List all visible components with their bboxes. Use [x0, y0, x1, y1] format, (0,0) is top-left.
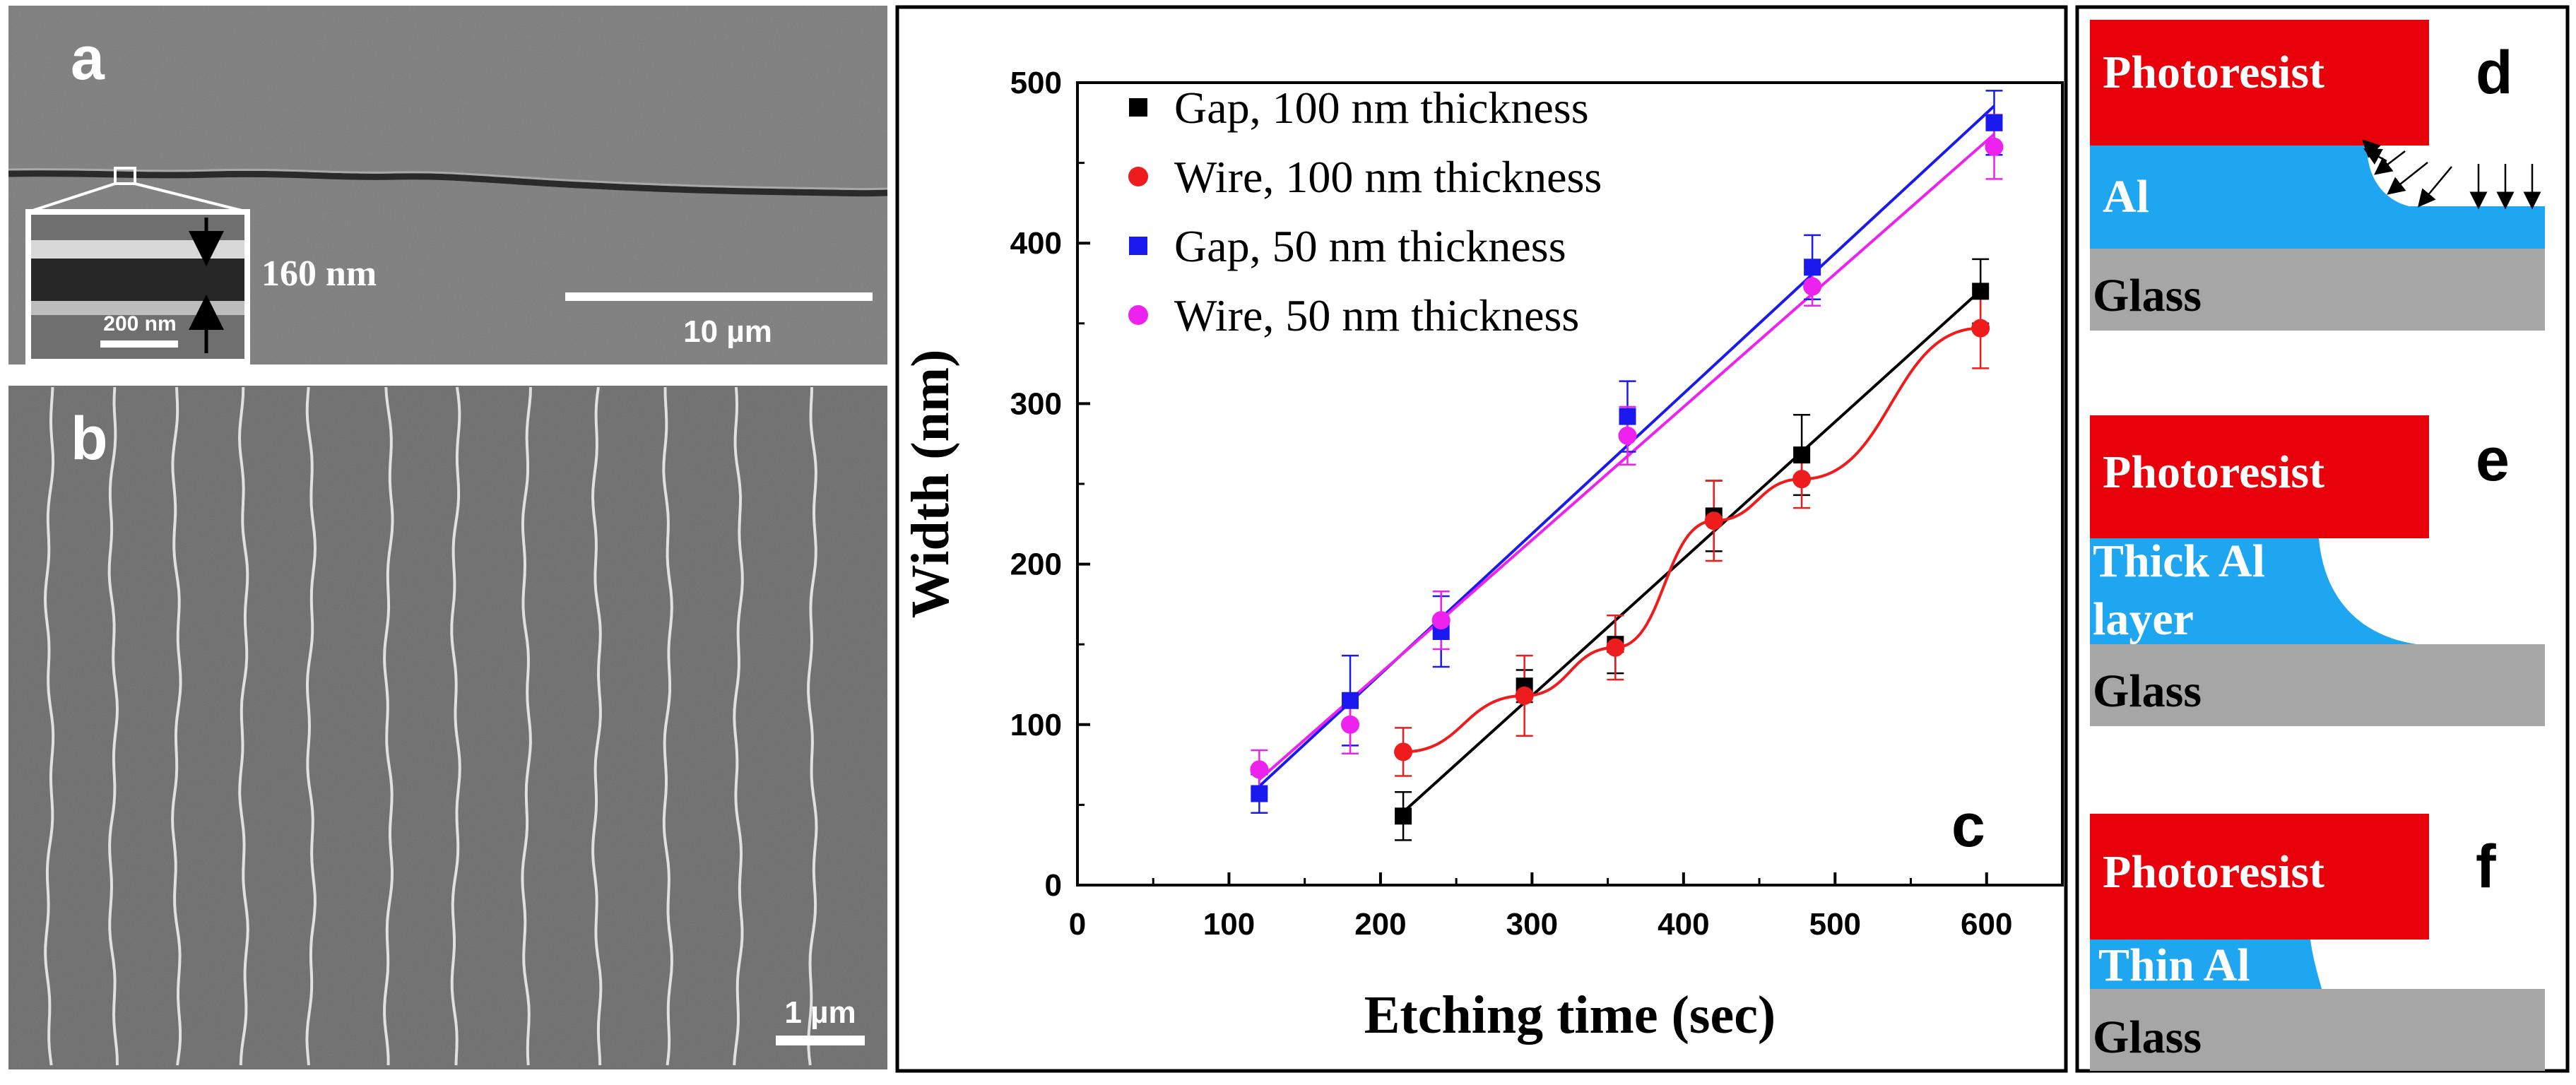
- width-vs-etching-chart: 0 100 200 300 400 500 600 0 100 200 300 400 500 Gap,…: [901, 66, 2062, 1045]
- data-point-square: [1619, 408, 1636, 425]
- x-tick-label: 500: [1809, 907, 1861, 942]
- y-tick-label: 400: [1010, 226, 1062, 261]
- fit-line: [1403, 290, 1980, 812]
- y-axis-label: Width (nm): [901, 350, 960, 619]
- x-tick-label: 200: [1354, 907, 1406, 942]
- legend-entry: Wire, 100 nm thickness: [1174, 152, 1602, 202]
- gap-width-label: 160 nm: [261, 254, 377, 294]
- aluminum-label-f: Thin Al: [2098, 939, 2250, 991]
- data-point-circle: [1516, 687, 1534, 705]
- data-point-circle: [1606, 639, 1624, 657]
- panel-e: Photoresist Thick Al layer Glass e: [2090, 415, 2545, 726]
- glass-label-d: Glass: [2093, 270, 2202, 321]
- y-tick-label: 0: [1045, 868, 1062, 903]
- x-axis-label: Etching time (sec): [1364, 985, 1776, 1045]
- legend-marker: [1128, 167, 1148, 186]
- photoresist-label-f: Photoresist: [2103, 846, 2324, 898]
- legend-entry: Gap, 50 nm thickness: [1174, 221, 1566, 271]
- x-tick-label: 0: [1069, 907, 1086, 942]
- inset-scale-bar: [100, 340, 178, 348]
- data-point-circle: [1985, 138, 2003, 156]
- glass-label-f: Glass: [2093, 1012, 2202, 1063]
- legend-marker: [1129, 98, 1147, 117]
- legend-marker: [1128, 305, 1148, 325]
- panel-label-f: f: [2476, 833, 2496, 901]
- y-tick-label: 500: [1010, 66, 1062, 100]
- panel-label-d: d: [2476, 39, 2513, 107]
- legend: Gap, 100 nm thickness Wire, 100 nm thickn…: [1128, 83, 1602, 340]
- scale-bar-a: [565, 292, 873, 301]
- fit-curve: [1403, 328, 1980, 752]
- data-point-circle: [1341, 716, 1359, 734]
- scale-bar-b: [776, 1036, 865, 1045]
- data-point-square: [1793, 446, 1810, 463]
- x-tick-label: 100: [1203, 907, 1255, 942]
- x-tick-label: 400: [1658, 907, 1709, 942]
- legend-entry: Gap, 100 nm thickness: [1174, 83, 1589, 133]
- aluminum-label-e-line2: layer: [2093, 593, 2194, 645]
- panel-b: b 1 µm: [8, 386, 887, 1069]
- photoresist-label-d: Photoresist: [2103, 47, 2324, 98]
- x-tick-label: 300: [1506, 907, 1558, 942]
- data-point-circle: [1705, 511, 1723, 530]
- data-point-square: [1342, 692, 1359, 709]
- panel-f: Photoresist Thin Al Glass f: [2090, 814, 2545, 1071]
- etch-arrows: [2368, 146, 2532, 201]
- photoresist-label-e: Photoresist: [2103, 446, 2324, 498]
- legend-marker: [1129, 237, 1147, 255]
- data-point-square: [1395, 807, 1412, 824]
- data-point-circle: [1432, 611, 1451, 629]
- data-point-square: [1985, 114, 2002, 131]
- panel-label-a: a: [71, 25, 105, 93]
- panel-c: 0 100 200 300 400 500 600 0 100 200 300 400 500 Gap,…: [897, 7, 2066, 1071]
- data-point-square: [1804, 259, 1821, 275]
- data-point-circle: [1250, 760, 1268, 778]
- data-point-circle: [1618, 427, 1636, 445]
- data-point-circle: [1803, 278, 1821, 296]
- data-point-square: [1251, 785, 1268, 802]
- y-tick-label: 300: [1010, 386, 1062, 421]
- data-point-circle: [1971, 319, 1990, 338]
- legend-entry: Wire, 50 nm thickness: [1174, 290, 1579, 340]
- aluminum-label-e-line1: Thick Al: [2093, 535, 2265, 587]
- scale-label-a: 10 µm: [683, 314, 772, 349]
- panel-a: a 200 nm 160 nm 10 µm: [8, 6, 887, 364]
- panel-label-c: c: [1951, 792, 1985, 860]
- y-tick-label: 200: [1010, 547, 1062, 582]
- x-tick-label: 600: [1961, 907, 2012, 942]
- scale-label-b: 1 µm: [784, 995, 856, 1030]
- figure: a 200 nm 160 nm 10 µm b 1 µm 0 100 200 300 4…: [0, 0, 2576, 1085]
- data-point-square: [1972, 283, 1989, 300]
- inset-scale-label: 200 nm: [103, 312, 176, 336]
- y-tick-label: 100: [1010, 708, 1062, 742]
- data-point-circle: [1394, 742, 1412, 761]
- panel-label-e: e: [2476, 426, 2510, 494]
- panel-label-b: b: [71, 405, 108, 473]
- aluminum-label-d: Al: [2103, 171, 2149, 223]
- glass-label-e: Glass: [2093, 665, 2202, 717]
- data-point-circle: [1792, 470, 1811, 488]
- aluminum-layer-d: [2090, 146, 2545, 249]
